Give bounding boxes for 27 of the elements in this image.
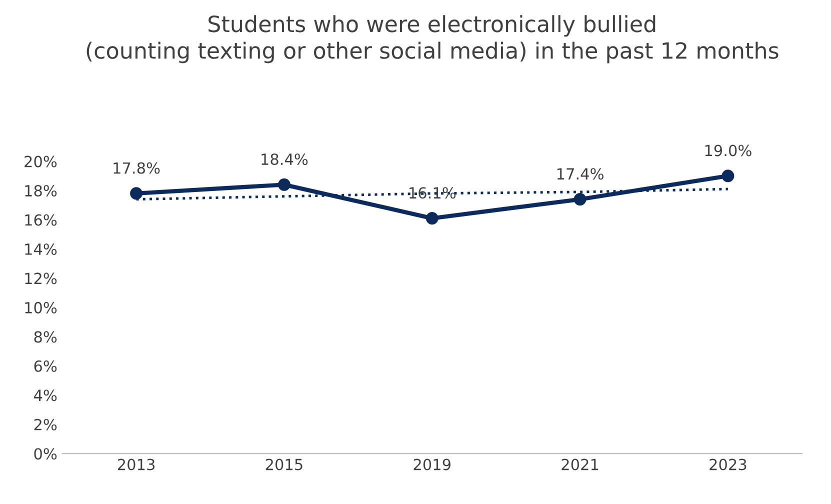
y-tick-label: 8% [34,331,57,343]
x-tick-label: 2013 [118,458,154,470]
data-label: 17.8% [114,162,160,174]
data-label: 16.1% [410,187,456,199]
x-tick-label: 2021 [562,458,598,470]
y-tick-label: 16% [25,214,57,226]
x-tick-label: 2015 [266,458,302,470]
y-tick-label: 0% [34,448,57,460]
y-tick-label: 6% [34,360,57,372]
point [278,178,290,191]
point [426,212,438,225]
y-tick-label: 10% [25,302,57,314]
x-tick-label: 2019 [414,458,450,470]
point [722,170,734,182]
y-tick-label: 14% [25,243,57,255]
y-tick-label: 4% [34,390,57,402]
data-label: 19.0% [705,144,752,156]
data-label: 17.4% [557,168,604,180]
y-tick-label: 18% [25,184,57,197]
y-tick-label: 2% [34,418,57,430]
point [130,187,143,200]
data-label: 18.4% [262,153,308,166]
chart-title: Students who were electronically bullied (counting texting or other social media) in the past 12 months [86,15,778,64]
point [574,193,586,206]
y-tick-label: 20% [24,156,57,168]
x-tick-label: 2023 [710,458,746,470]
y-tick-label: 12% [25,272,57,284]
